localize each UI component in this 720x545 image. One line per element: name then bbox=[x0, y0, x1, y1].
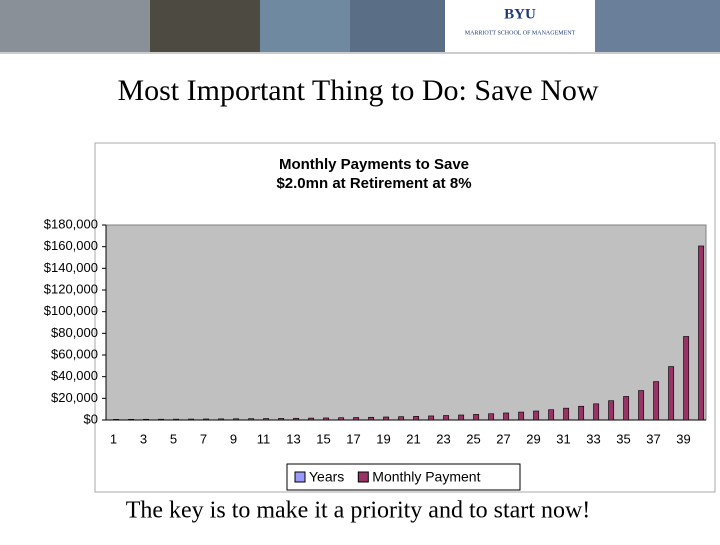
y-tick-label: $160,000 bbox=[44, 238, 98, 253]
legend-label: Years bbox=[309, 469, 344, 485]
bar bbox=[549, 410, 554, 420]
bar bbox=[159, 419, 164, 420]
bar bbox=[189, 419, 194, 420]
bar bbox=[249, 419, 254, 420]
bar bbox=[384, 417, 389, 420]
bar bbox=[504, 413, 509, 420]
bar bbox=[264, 419, 269, 420]
x-tick-label: 37 bbox=[646, 431, 660, 446]
logo: BYU bbox=[504, 6, 536, 22]
bar bbox=[534, 411, 539, 420]
x-tick-label: 1 bbox=[110, 431, 117, 446]
slide-title: Most Important Thing to Do: Save Now bbox=[117, 74, 598, 107]
slide-caption: The key is to make it a priority and to … bbox=[126, 498, 591, 524]
chart-subtitle: $2.0mn at Retirement at 8% bbox=[276, 175, 471, 192]
x-tick-label: 25 bbox=[466, 431, 480, 446]
y-tick-label: $0 bbox=[84, 411, 98, 426]
legend-swatch bbox=[358, 472, 368, 482]
x-tick-label: 21 bbox=[406, 431, 420, 446]
logo-sub: MARRIOTT SCHOOL OF MANAGEMENT bbox=[465, 30, 576, 36]
bar bbox=[684, 336, 689, 420]
bar bbox=[129, 419, 134, 420]
x-tick-label: 13 bbox=[286, 431, 300, 446]
banner-image bbox=[260, 0, 350, 52]
x-tick-label: 19 bbox=[376, 431, 390, 446]
y-tick-label: $60,000 bbox=[51, 346, 98, 361]
banner-image bbox=[150, 0, 260, 52]
bar bbox=[144, 419, 149, 420]
y-tick-label: $80,000 bbox=[51, 325, 98, 340]
x-tick-label: 11 bbox=[257, 431, 271, 446]
y-tick-label: $20,000 bbox=[51, 390, 98, 405]
x-tick-label: 5 bbox=[170, 431, 177, 446]
bar bbox=[474, 414, 479, 420]
x-tick-label: 15 bbox=[316, 431, 330, 446]
bar bbox=[564, 408, 569, 420]
bar bbox=[579, 406, 584, 420]
chart-title: Monthly Payments to Save bbox=[279, 156, 469, 173]
bar bbox=[429, 416, 434, 420]
bar bbox=[519, 412, 524, 420]
x-tick-label: 33 bbox=[586, 431, 600, 446]
x-tick-label: 35 bbox=[616, 431, 630, 446]
bar bbox=[639, 391, 644, 420]
bar bbox=[219, 419, 224, 420]
x-tick-label: 31 bbox=[556, 431, 570, 446]
legend-swatch bbox=[295, 472, 305, 482]
bar bbox=[624, 396, 629, 420]
y-tick-label: $40,000 bbox=[51, 368, 98, 383]
bar bbox=[669, 367, 674, 420]
bar bbox=[294, 418, 299, 420]
bar bbox=[609, 401, 614, 420]
y-tick-label: $140,000 bbox=[44, 260, 98, 275]
banner: BYU MARRIOTT SCHOOL OF MANAGEMENT bbox=[0, 0, 720, 53]
bar bbox=[489, 414, 494, 420]
bar bbox=[279, 418, 284, 420]
x-tick-label: 29 bbox=[526, 431, 540, 446]
x-tick-label: 17 bbox=[346, 431, 360, 446]
y-tick-label: $180,000 bbox=[44, 216, 98, 231]
bar bbox=[204, 419, 209, 420]
bar bbox=[699, 246, 704, 420]
bar bbox=[354, 417, 359, 420]
bar bbox=[594, 404, 599, 420]
bar bbox=[234, 419, 239, 420]
bar bbox=[414, 416, 419, 420]
banner-image bbox=[595, 0, 720, 52]
bar bbox=[654, 382, 659, 420]
x-tick-label: 23 bbox=[436, 431, 450, 446]
legend-label: Monthly Payment bbox=[372, 469, 480, 485]
banner-image bbox=[0, 0, 150, 52]
x-tick-label: 3 bbox=[140, 431, 147, 446]
y-tick-label: $120,000 bbox=[44, 281, 98, 296]
bar bbox=[444, 415, 449, 420]
x-tick-label: 39 bbox=[676, 431, 690, 446]
x-tick-label: 27 bbox=[496, 431, 510, 446]
x-tick-label: 7 bbox=[200, 431, 207, 446]
bar bbox=[339, 418, 344, 420]
banner-image bbox=[350, 0, 445, 52]
bar bbox=[324, 418, 329, 420]
bar bbox=[114, 419, 119, 420]
y-tick-label: $100,000 bbox=[44, 303, 98, 318]
bar bbox=[174, 419, 179, 420]
plot-area bbox=[106, 225, 706, 420]
x-tick-label: 9 bbox=[230, 431, 237, 446]
bar bbox=[399, 417, 404, 420]
bar bbox=[309, 418, 314, 420]
bar bbox=[459, 415, 464, 420]
bar bbox=[369, 417, 374, 420]
